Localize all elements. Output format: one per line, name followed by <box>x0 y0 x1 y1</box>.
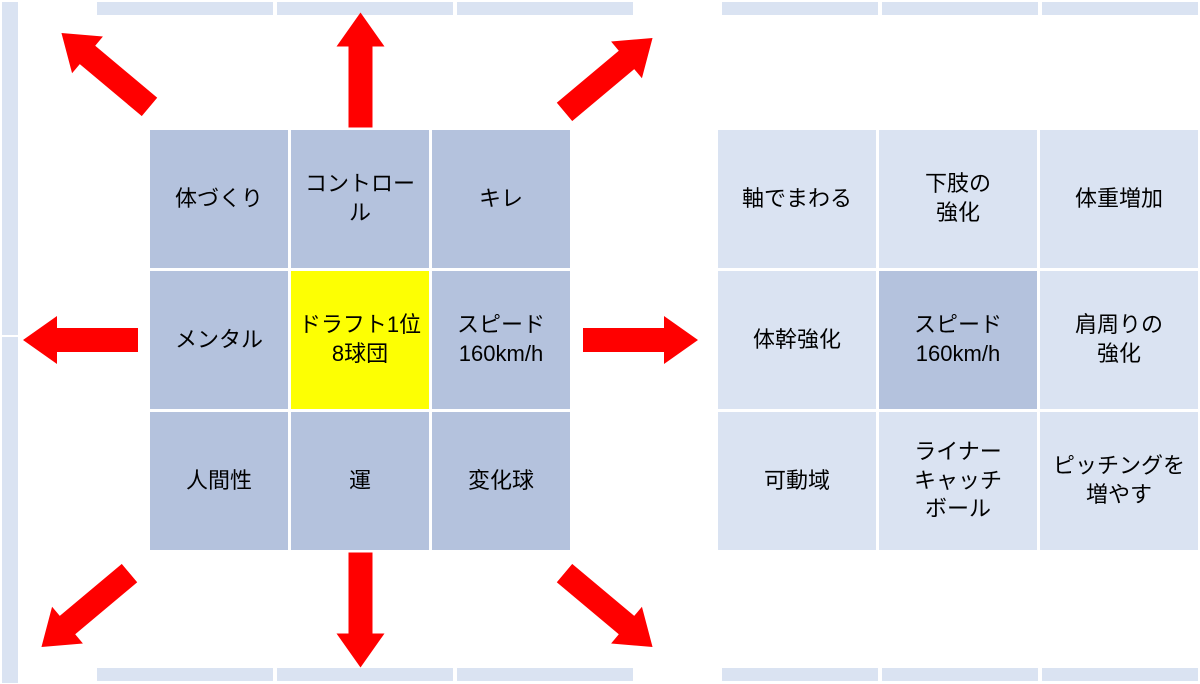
detail-cell-3: 体幹強化 <box>718 271 876 409</box>
edge-strip <box>0 335 20 684</box>
edge-strip <box>455 666 635 683</box>
main-cell-5: スピード 160km/h <box>432 271 570 409</box>
main-cell-7: 運 <box>291 412 429 550</box>
arrow-s-icon <box>336 553 384 668</box>
edge-strip <box>880 0 1040 17</box>
edge-strip <box>95 666 275 683</box>
detail-cell-1: 下肢の 強化 <box>879 130 1037 268</box>
edge-strip <box>1040 0 1200 17</box>
mandala-detail-grid: 軸でまわる下肢の 強化体重増加体幹強化スピード 160km/h肩周りの 強化可動… <box>718 130 1198 550</box>
main-cell-8: 変化球 <box>432 412 570 550</box>
detail-cell-6: 可動域 <box>718 412 876 550</box>
detail-cell-4: スピード 160km/h <box>879 271 1037 409</box>
arrow-n-icon <box>336 13 384 128</box>
edge-strip <box>880 666 1040 683</box>
arrow-se-icon <box>549 555 668 666</box>
arrow-e-icon <box>583 316 698 364</box>
edge-strip <box>275 666 455 683</box>
edge-strip <box>1040 666 1200 683</box>
detail-cell-0: 軸でまわる <box>718 130 876 268</box>
edge-strip <box>720 666 880 683</box>
detail-cell-8: ピッチングを 増やす <box>1040 412 1198 550</box>
detail-cell-5: 肩周りの 強化 <box>1040 271 1198 409</box>
edge-strip <box>455 0 635 17</box>
main-cell-1: コントロール <box>291 130 429 268</box>
edge-strip <box>0 0 20 350</box>
edge-strip <box>95 0 275 17</box>
edge-strip <box>720 0 880 17</box>
detail-cell-2: 体重増加 <box>1040 130 1198 268</box>
arrow-nw-icon <box>46 15 165 126</box>
detail-cell-7: ライナー キャッチ ボール <box>879 412 1037 550</box>
main-cell-6: 人間性 <box>150 412 288 550</box>
main-cell-4: ドラフト1位 8球団 <box>291 271 429 409</box>
arrow-ne-icon <box>549 20 668 131</box>
arrow-sw-icon <box>26 555 145 666</box>
arrow-w-icon <box>23 316 138 364</box>
mandala-main-grid: 体づくりコントロールキレメンタルドラフト1位 8球団スピード 160km/h 人間… <box>150 130 570 550</box>
main-cell-0: 体づくり <box>150 130 288 268</box>
main-cell-3: メンタル <box>150 271 288 409</box>
main-cell-2: キレ <box>432 130 570 268</box>
